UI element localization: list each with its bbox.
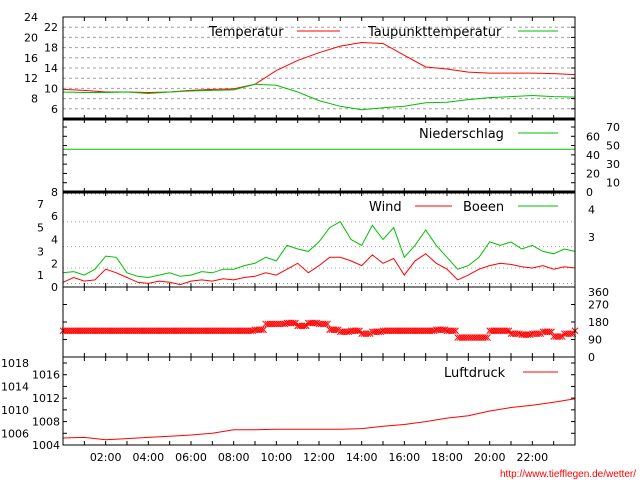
y2-tick-label: 70 xyxy=(606,121,620,134)
y-tick-label: 16 xyxy=(24,52,38,65)
y2-tick-label: 270 xyxy=(588,299,609,312)
wind-direction-point xyxy=(364,330,372,338)
x-tick-label: 04:00 xyxy=(132,451,164,464)
series-line-taupunkttemperatur xyxy=(62,83,576,111)
y-tick-label: 1008 xyxy=(32,416,60,429)
y2-tick-label: 60 xyxy=(586,130,600,143)
beaufort-tick-label: 3 xyxy=(588,231,595,244)
y2-tick-label: 50 xyxy=(606,140,620,153)
y-tick-label: 12 xyxy=(24,72,38,85)
temperatur-legend-label: Temperatur xyxy=(208,25,284,40)
wind-direction-point xyxy=(260,326,267,334)
y2-tick-label: 0 xyxy=(588,351,595,364)
y2-tick-label: 90 xyxy=(588,334,602,347)
y2-tick-label: 40 xyxy=(586,149,600,162)
wind-direction-point xyxy=(322,320,329,328)
y-tick-label: 8 xyxy=(51,186,58,199)
niederschlag-legend-label: Niederschlag xyxy=(419,127,504,142)
x-tick-label: 12:00 xyxy=(303,451,335,464)
wind-direction-point xyxy=(354,327,361,335)
y-tick-label: 6 xyxy=(51,103,58,116)
x-tick-label: 08:00 xyxy=(218,451,250,464)
wind-direction-point xyxy=(452,327,459,335)
wind-direction-point xyxy=(567,330,575,338)
y2-tick-label: 180 xyxy=(588,316,609,329)
y-tick-label: 3 xyxy=(37,245,44,258)
x-tick-label: 22:00 xyxy=(516,451,548,464)
y-tick-label: 7 xyxy=(37,198,44,211)
y-tick-label: 1018 xyxy=(1,357,29,370)
y-tick-label: 5 xyxy=(37,222,44,235)
y-tick-label: 10 xyxy=(44,82,58,95)
wind-direction-point xyxy=(482,334,489,341)
y2-tick-label: 360 xyxy=(588,286,609,299)
wind-direction-point xyxy=(300,322,308,330)
series-line-temperatur xyxy=(62,41,576,94)
wind-direction-point xyxy=(503,327,511,335)
wind-direction-point xyxy=(292,319,299,327)
x-tick-label: 20:00 xyxy=(474,451,506,464)
y2-tick-label: 20 xyxy=(586,167,600,180)
wind-direction-point xyxy=(332,326,340,334)
x-tick-label: 18:00 xyxy=(431,451,463,464)
y-tick-label: 1014 xyxy=(1,380,29,393)
y2-tick-label: 10 xyxy=(606,177,620,190)
wind-direction-point xyxy=(324,320,331,328)
y-tick-label: 24 xyxy=(24,11,38,24)
y-tick-label: 14 xyxy=(44,62,58,75)
wind-direction-point xyxy=(558,333,566,340)
series-line-boeen xyxy=(62,221,576,279)
x-tick-label: 14:00 xyxy=(346,451,378,464)
y-tick-label: 1010 xyxy=(1,404,29,417)
y-tick-label: 1004 xyxy=(32,439,60,452)
y-tick-label: 22 xyxy=(44,21,58,34)
y-tick-label: 1006 xyxy=(1,427,29,440)
y-tick-label: 4 xyxy=(51,234,58,247)
y-tick-label: 2 xyxy=(51,257,58,270)
wind-direction-point xyxy=(290,319,297,327)
plot-frame xyxy=(62,16,576,446)
y-tick-label: 1 xyxy=(37,269,44,282)
footer-url: http://www.tiefflegen.de/wetter/ xyxy=(500,469,636,480)
y2-tick-label: 0 xyxy=(586,186,593,199)
y-tick-label: 1012 xyxy=(32,392,60,405)
taupunkt-legend-label: Taupunkttemperatur xyxy=(367,25,502,40)
y-tick-label: 8 xyxy=(31,93,38,106)
y-tick-label: 18 xyxy=(44,42,58,55)
x-tick-label: 02:00 xyxy=(90,451,122,464)
wind-direction-point xyxy=(505,327,513,335)
x-tick-label: 06:00 xyxy=(175,451,207,464)
wind-direction-point xyxy=(258,326,265,334)
wind-direction-point xyxy=(535,330,543,338)
y-tick-label: 0 xyxy=(51,281,58,294)
wind-direction-point xyxy=(356,327,363,335)
wind-legend-label: Wind xyxy=(369,200,402,215)
wind-direction-point xyxy=(302,322,310,330)
x-tick-label: 10:00 xyxy=(260,451,292,464)
wind-direction-point xyxy=(484,334,491,341)
beaufort-tick-label: 4 xyxy=(588,203,595,216)
wind-direction-point xyxy=(450,327,457,335)
wind-direction-point xyxy=(556,333,564,340)
series-line-wind xyxy=(62,253,576,286)
boeen-legend-label: Boeen xyxy=(463,200,504,215)
y-tick-label: 6 xyxy=(51,210,58,223)
y2-tick-label: 30 xyxy=(606,158,620,171)
y-tick-label: 20 xyxy=(24,31,38,44)
luftdruck-legend-label: Luftdruck xyxy=(444,366,506,381)
series-line-luftdruck xyxy=(62,398,576,441)
x-tick-label: 16:00 xyxy=(388,451,420,464)
y-tick-label: 1016 xyxy=(32,369,60,382)
